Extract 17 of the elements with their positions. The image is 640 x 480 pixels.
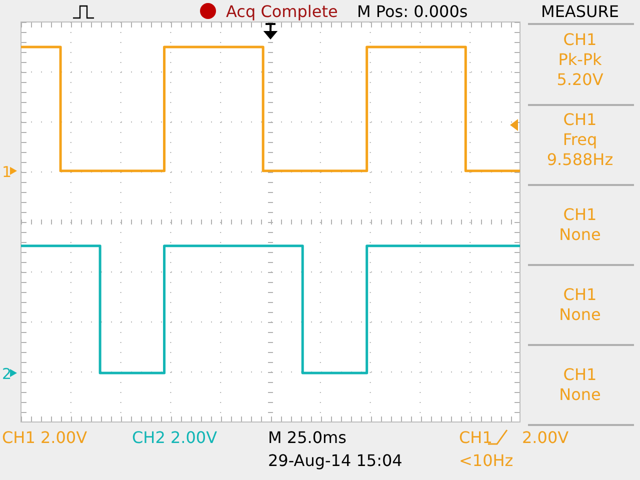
text: CH1 [459, 428, 492, 447]
text: 29-Aug-14 15:04 [268, 451, 402, 470]
text: M 25.0ms [268, 428, 346, 447]
legend-label: 1 [2, 162, 12, 181]
text: CH1 2.00V [2, 428, 88, 447]
text: MEASURE [541, 2, 619, 21]
text: M Pos: 0.000s [357, 2, 468, 21]
text: <10Hz [459, 451, 514, 470]
text: 2.00V [522, 428, 569, 447]
text: CH1 None [559, 365, 601, 404]
text: CH1 Freq 9.588Hz [546, 110, 614, 169]
legend-label: 2 [2, 365, 12, 383]
text: CH1 None [559, 285, 601, 324]
text: CH1 None [559, 205, 601, 244]
text: Acq Complete [226, 2, 338, 21]
text: CH1 Pk-Pk 5.20V [556, 30, 604, 89]
text: CH2 2.00V [132, 428, 218, 447]
